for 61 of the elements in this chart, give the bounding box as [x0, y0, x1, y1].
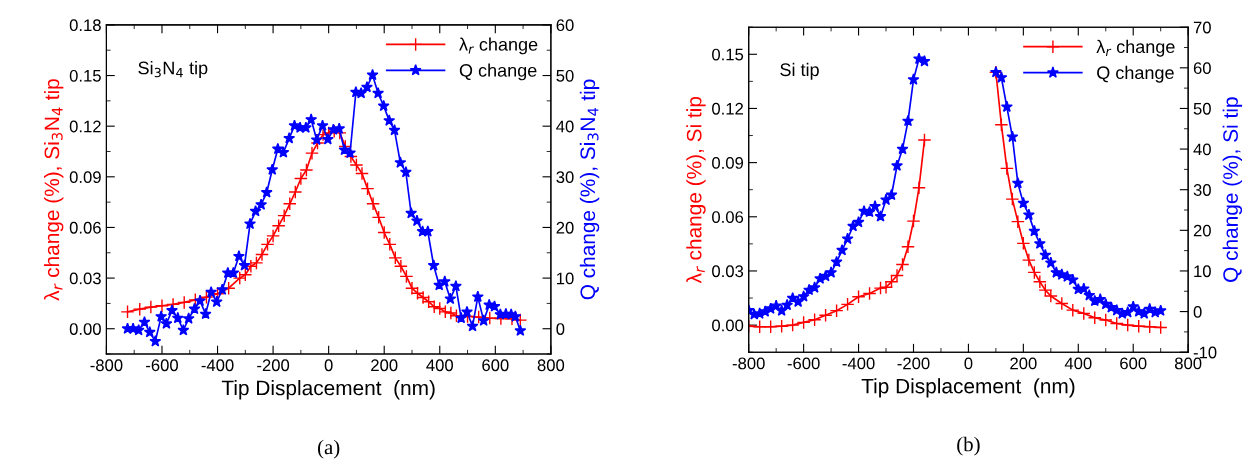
y-axis-title: λ$_{r}$ change (%), Si$_{3}$N$_{4}$ tip: [43, 79, 64, 301]
y2-tick-label: 40: [556, 120, 574, 133]
x-tick-label: -600: [787, 357, 820, 370]
annotation: Si tip: [780, 62, 819, 80]
annotation: Si$_{3}$N$_{4}$ tip: [138, 61, 208, 78]
x-tick-label: 400: [1064, 357, 1092, 370]
x-tick-label: 200: [1010, 357, 1037, 370]
y-tick-label: 0.03: [712, 265, 744, 278]
y2-tick-label: 50: [1193, 102, 1211, 115]
y2-tick-label: 20: [556, 221, 574, 234]
x-tick-label: 0: [964, 357, 973, 370]
y-axis-title: λ$_{r}$ change (%), Si tip: [686, 96, 706, 284]
y2-tick-label: 30: [1193, 184, 1211, 196]
x-tick-label: 800: [1174, 357, 1202, 370]
y2-tick-label: 40: [1193, 143, 1211, 156]
y2-tick-label: 0: [556, 323, 565, 335]
legend-label: Q change: [459, 63, 537, 81]
y-tick-label: 0.06: [712, 211, 744, 223]
y-tick-label: 0.12: [712, 102, 743, 115]
y2-tick-label: 10: [557, 272, 574, 285]
y-tick-label: 0.00: [69, 323, 101, 335]
y-tick-label: 0.09: [69, 171, 101, 184]
y-tick-label: 0.03: [69, 272, 101, 285]
x-tick-label: -200: [897, 357, 930, 370]
x-tick-label: 400: [426, 359, 454, 372]
x-tick-label: -200: [257, 359, 290, 372]
legend-label: λ$_{r}$ change: [459, 37, 538, 55]
y2-tick-label: 60: [556, 19, 574, 32]
x-tick-label: 800: [537, 359, 565, 372]
x-tick-label: -800: [90, 359, 123, 372]
x-axis-title: Tip Displacement (nm): [861, 378, 1075, 398]
x-axis-title: Tip Displacement (nm): [221, 380, 435, 400]
y2-tick-label: 50: [556, 69, 574, 82]
y2-axis-title: Q change (%), Si tip: [1222, 97, 1243, 282]
x-tick-label: -800: [732, 357, 765, 370]
y2-tick-label: 60: [1193, 62, 1211, 75]
y-tick-label: 0.09: [712, 157, 744, 169]
y-tick-label: 0.00: [712, 319, 744, 332]
y2-tick-label: 0: [1193, 305, 1202, 318]
y-tick-label: 0.18: [69, 19, 101, 32]
text: (a): [318, 439, 340, 459]
x-tick-label: 600: [1120, 357, 1147, 370]
x-tick-label: 0: [324, 359, 333, 372]
y2-axis-title: Q change (%), Si$_{3}$N$_{4}$ tip: [579, 79, 600, 300]
text: (b): [957, 436, 980, 456]
y-tick-label: 0.15: [69, 69, 101, 82]
y-tick-label: 0.12: [69, 120, 101, 133]
x-tick-label: 200: [371, 359, 398, 372]
x-tick-label: -400: [201, 359, 234, 372]
y2-tick-label: 30: [556, 171, 574, 184]
y2-tick-label: 70: [1193, 21, 1211, 34]
y-tick-label: 0.15: [712, 48, 744, 61]
legend-label: λ$_{r}$ change: [1096, 39, 1175, 57]
legend-label: Q change: [1097, 65, 1174, 83]
y2-tick-label: 10: [1194, 265, 1211, 278]
x-tick-label: -400: [842, 357, 875, 370]
y2-tick-label: -10: [1193, 346, 1217, 359]
y2-tick-label: 20: [1193, 224, 1211, 237]
x-tick-label: 600: [482, 359, 509, 372]
x-tick-label: -600: [146, 359, 179, 372]
y-tick-label: 0.06: [69, 221, 101, 234]
